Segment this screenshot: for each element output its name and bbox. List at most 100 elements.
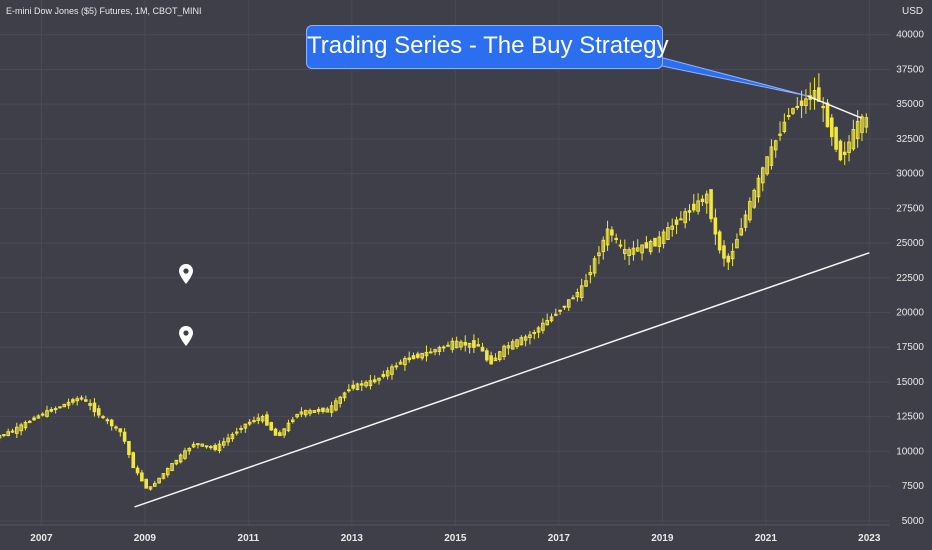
candle-body [118,428,123,433]
candle-body [493,357,498,362]
candle-body [105,419,110,422]
candle-body [623,249,627,254]
y-tick-label: 22500 [896,273,924,284]
candle-body [381,374,386,377]
candle-body [657,236,662,247]
candle-body [144,478,148,489]
y-tick-label: 30000 [896,169,924,180]
candle-body [222,441,226,446]
candle-body [269,422,274,431]
candle-body [817,87,821,102]
candle-body [96,408,101,416]
candle-body [696,200,700,212]
candle-body [200,443,205,447]
x-tick-label: 2017 [548,533,571,544]
candle-body [579,285,584,299]
candle-body [506,345,511,349]
candle-body [489,355,493,365]
candle-body [799,100,804,106]
candle-body [851,129,856,150]
x-tick-label: 2013 [341,533,364,544]
candle-body [661,231,666,244]
candle-body [644,242,649,249]
candle-body [804,98,808,106]
candle-body [463,341,468,346]
candle-body [204,445,209,448]
candle-body [541,322,545,331]
y-axis-panel [890,0,932,550]
candle-body [0,435,2,439]
candle-body [45,410,49,417]
candle-body [334,400,338,411]
x-tick-label: 2011 [238,533,260,544]
candle-body [821,105,825,109]
y-tick-label: 12500 [896,412,924,423]
candle-body [592,258,597,274]
candle-body [187,447,192,452]
candle-body [433,349,437,353]
candle-body [338,396,343,404]
candle-body [842,151,847,156]
candle-body [554,313,558,316]
y-tick-label: 10000 [896,446,924,457]
candle-body [597,252,601,257]
candle-body [135,467,140,474]
candle-body [726,255,731,263]
x-tick-label: 2021 [755,533,778,544]
candle-body [778,133,782,136]
candle-body [730,250,735,260]
candle-body [27,420,32,423]
candle-body [127,440,131,456]
candle-body [588,272,593,276]
candle-body [575,291,580,298]
candle-body [84,399,88,402]
candle-body [170,463,174,472]
candle-body [196,443,200,446]
candle-body [88,403,92,406]
candle-body [303,410,308,416]
candle-body [765,156,769,175]
y-tick-label: 37500 [896,64,924,75]
candle-body [230,433,235,440]
candle-body [571,297,575,300]
candle-body [735,239,739,249]
candle-body [109,419,114,427]
callout-box[interactable]: Trading Series - The Buy Strategy [306,25,669,69]
symbol-title[interactable]: E-mini Dow Jones ($5) Futures, 1M, CBOT_… [6,6,202,16]
candle-body [679,218,683,221]
candle-body [562,305,567,308]
candle-body [321,407,325,413]
candle-body [316,409,321,412]
candle-body [131,452,136,469]
map-pin-icon[interactable] [178,263,194,285]
candle-body [674,219,679,225]
candle-body [342,392,347,399]
map-pin-icon[interactable] [178,325,194,347]
candle-body [165,467,170,476]
candle-body [545,319,549,326]
candle-body [23,422,28,429]
candle-body [459,341,463,348]
candle-body [683,211,687,224]
candle-body [838,140,843,161]
candle-body [791,108,795,114]
candle-body [15,426,19,434]
candle-body [243,423,248,429]
candle-body [308,410,312,414]
candle-body [148,486,153,490]
candle-body [58,406,62,409]
candle-body [446,344,450,347]
candle-body [610,229,614,236]
candle-body [855,120,860,140]
candle-body [295,414,299,418]
candle-body [71,399,75,403]
y-tick-label: 20000 [896,308,924,319]
candle-body [411,355,416,360]
candle-body [66,401,71,406]
candle-body [485,350,489,361]
candle-body [627,249,631,256]
candle-body [773,140,778,151]
candle-body [528,334,532,339]
